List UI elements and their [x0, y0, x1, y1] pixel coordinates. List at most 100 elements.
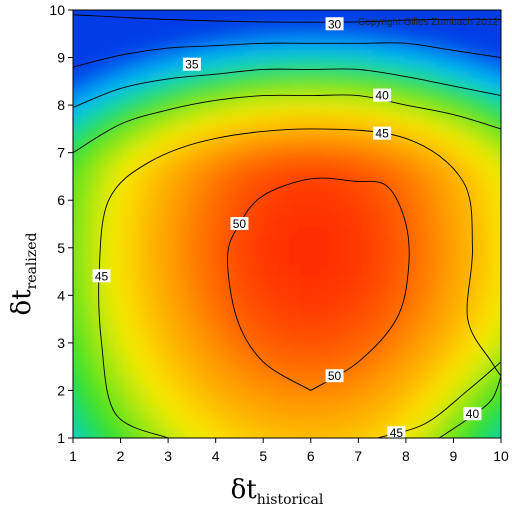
heat-cell [447, 288, 459, 300]
heat-cell [276, 10, 288, 11]
heat-cell [244, 245, 256, 257]
heat-cell [404, 288, 416, 300]
heat-cell [222, 352, 235, 364]
heat-cell [222, 256, 235, 268]
heat-cell [265, 427, 277, 438]
heat-cell [126, 31, 138, 43]
heat-cell [126, 256, 138, 268]
heat-cell [351, 117, 363, 129]
heat-cell [297, 416, 309, 428]
contour-label-text: 30 [328, 17, 342, 31]
heat-cell [501, 85, 512, 96]
heat-cell [308, 384, 320, 396]
heat-cell [468, 224, 481, 236]
heat-cell [190, 127, 202, 139]
heat-cell [490, 117, 501, 129]
heat-cell [105, 106, 117, 118]
heat-cell [126, 74, 138, 86]
y-tick-label: 7 [57, 145, 65, 161]
heat-cell [372, 213, 384, 225]
heat-cell [468, 213, 481, 225]
heat-cell [308, 224, 320, 236]
heat-cell [458, 74, 470, 86]
heat-cell [73, 363, 85, 375]
heat-cell [501, 74, 512, 85]
heat-cell [404, 149, 416, 161]
heat-cell [73, 149, 85, 161]
heat-cell [426, 138, 438, 150]
heat-cell [158, 266, 170, 279]
heat-cell [254, 159, 267, 172]
x-axis-symbol: δt [231, 475, 258, 505]
heat-cell [308, 298, 320, 311]
heat-cell [190, 363, 202, 375]
heat-cell [105, 438, 116, 449]
heat-cell [297, 427, 309, 438]
heat-cell [73, 117, 74, 129]
contour-label-text: 50 [233, 217, 247, 231]
heat-cell [73, 181, 85, 193]
heat-cell [222, 20, 235, 32]
heat-cell [458, 320, 470, 332]
heat-cell [84, 438, 95, 449]
heat-cell [201, 245, 213, 257]
heat-cell [372, 277, 384, 289]
heat-cell [180, 127, 192, 139]
heat-cell [468, 170, 481, 182]
heat-cell [126, 10, 138, 11]
heat-cell [404, 20, 416, 32]
heat-cell [147, 149, 160, 161]
heat-cell [426, 74, 438, 86]
heat-cell [158, 52, 170, 65]
heat-cell [297, 266, 309, 279]
heat-cell [436, 266, 449, 279]
heat-cell [180, 438, 191, 449]
heat-cell [287, 449, 298, 460]
heat-cell [147, 416, 160, 428]
heat-cell [458, 10, 470, 22]
heat-cell [372, 256, 384, 268]
heat-cell [351, 395, 363, 407]
heat-cell [94, 149, 106, 161]
heat-cell [180, 84, 192, 97]
heat-cell [287, 149, 299, 161]
heat-cell [137, 288, 149, 300]
heat-cell [83, 127, 95, 139]
heat-cell [190, 341, 202, 353]
heat-cell [394, 245, 406, 257]
heat-cell [222, 63, 235, 75]
heat-cell [222, 331, 235, 343]
heat-cell [447, 256, 459, 268]
contour-line-30 [73, 14, 501, 23]
heat-cell [436, 277, 449, 289]
heat-cell [319, 170, 331, 182]
heat-cell [147, 74, 160, 86]
heat-cell [351, 10, 363, 11]
heat-cell [426, 266, 438, 279]
heat-cell [244, 224, 256, 236]
heat-cell [404, 170, 416, 182]
heat-cell [490, 42, 501, 54]
heat-cell [265, 373, 277, 386]
heat-cell [83, 63, 95, 75]
heat-cell [404, 363, 416, 375]
contour-label-text: 45 [390, 426, 404, 440]
heat-cell [105, 127, 117, 139]
heat-cell [479, 95, 491, 107]
heat-cell [169, 277, 181, 289]
heat-cell [126, 191, 138, 204]
heat-cell [244, 74, 256, 86]
heat-cell [329, 31, 342, 43]
heat-cell [201, 288, 213, 300]
heat-cell [329, 256, 342, 268]
heat-cell [233, 245, 245, 257]
heat-cell [415, 181, 427, 193]
heat-cell [73, 320, 74, 332]
heat-cell [383, 202, 395, 214]
heat-cell [244, 234, 256, 246]
contour-label-text: 45 [375, 127, 389, 141]
x-tick-label: 8 [402, 448, 410, 464]
heat-cell [308, 277, 320, 289]
heat-cell [212, 405, 224, 418]
heat-cell [190, 427, 202, 438]
